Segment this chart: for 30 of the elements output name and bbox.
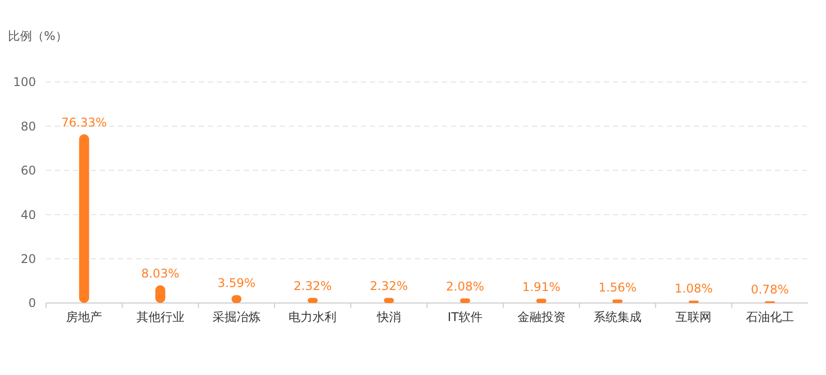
bar: [79, 134, 90, 303]
x-tick-label: 其他行业: [136, 310, 184, 324]
data-label: 2.08%: [446, 279, 484, 294]
y-tick-label: 40: [20, 208, 36, 222]
data-label: 8.03%: [141, 266, 180, 280]
x-tick-label: IT软件: [448, 310, 483, 324]
y-tick-label: 80: [20, 119, 36, 134]
x-tick-label: 系统集成: [594, 310, 642, 324]
x-tick-label: 电力水利: [288, 310, 337, 324]
data-label: 2.32%: [294, 278, 332, 293]
data-label: 1.08%: [674, 282, 713, 296]
x-tick-label: 金融投资: [517, 310, 566, 324]
y-tick-label: 100: [13, 75, 36, 90]
y-tick-label: 60: [20, 164, 36, 178]
data-label: 76.33%: [61, 115, 107, 130]
data-label: 0.78%: [750, 282, 789, 296]
data-label: 1.56%: [598, 280, 637, 295]
y-tick-label: 20: [20, 252, 36, 266]
data-label: 1.91%: [522, 280, 560, 294]
x-tick-label: 快消: [376, 310, 401, 324]
x-tick-label: 石油化工: [746, 310, 794, 324]
y-tick-label: 0: [28, 296, 36, 310]
data-label: 3.59%: [217, 276, 256, 290]
x-tick-label: 采掘冶炼: [212, 310, 260, 324]
data-label: 2.32%: [370, 278, 408, 293]
x-tick-label: 房地产: [66, 310, 102, 324]
y-axis-title: 比例（%）: [8, 29, 68, 43]
bar: [612, 300, 622, 303]
x-tick-label: 互联网: [676, 310, 712, 324]
bar: [460, 298, 470, 303]
